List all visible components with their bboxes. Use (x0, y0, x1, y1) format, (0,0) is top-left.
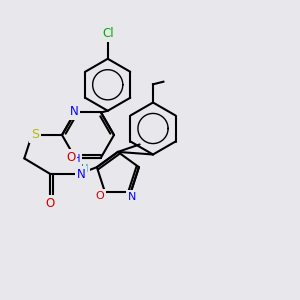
Text: H: H (81, 164, 88, 174)
Text: N: N (128, 192, 136, 202)
Text: N: N (76, 167, 85, 181)
Text: Cl: Cl (102, 27, 113, 40)
Text: O: O (46, 197, 55, 210)
Text: O: O (95, 191, 104, 201)
Text: NH: NH (65, 154, 81, 164)
Text: O: O (66, 151, 75, 164)
Text: S: S (31, 128, 39, 142)
Text: N: N (70, 105, 78, 118)
